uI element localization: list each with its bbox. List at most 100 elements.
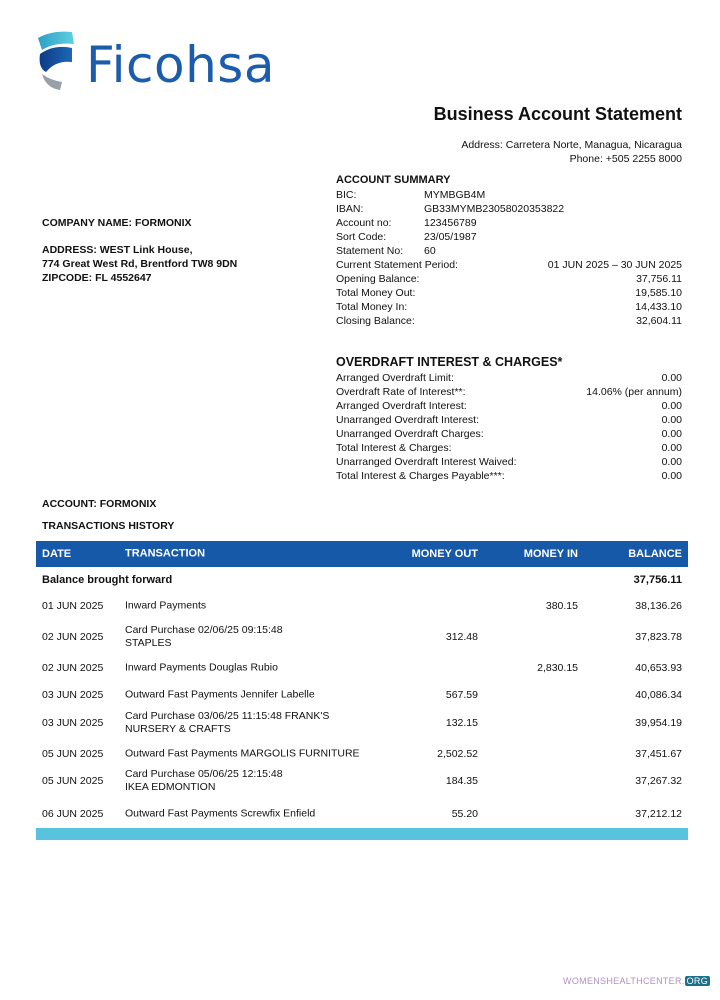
- summary-row: IBAN: GB33MYMB23058020353822: [336, 202, 682, 216]
- summary-row: Closing Balance: 32,604.11: [336, 314, 682, 328]
- summary-label: Total Money In:: [336, 301, 408, 313]
- summary-label: IBAN:: [336, 203, 364, 215]
- overdraft-row: Overdraft Rate of Interest**: 14.06% (per…: [336, 385, 682, 399]
- company-zipcode: ZIPCODE: FL 4552647: [42, 272, 152, 284]
- header-balance: BALANCE: [628, 548, 682, 560]
- summary-row: Current Statement Period: 01 JUN 2025 – 3…: [336, 258, 682, 272]
- overdraft-label: Arranged Overdraft Limit:: [336, 372, 454, 384]
- row-money-out: 55.20: [451, 808, 478, 820]
- summary-row: Account no: 123456789: [336, 216, 682, 230]
- overdraft-value: 0.00: [661, 456, 682, 468]
- row-transaction: Card Purchase 03/06/25 11:15:48 FRANK'S N…: [125, 710, 329, 736]
- row-transaction-line1: Outward Fast Payments MARGOLIS FURNITURE: [125, 747, 360, 760]
- row-date: 05 JUN 2025: [42, 748, 104, 760]
- summary-value: 23/05/1987: [424, 231, 477, 243]
- row-balance: 37,823.78: [635, 631, 682, 643]
- table-header: DATE TRANSACTION MONEY OUT MONEY IN BALA…: [36, 541, 688, 567]
- summary-value: GB33MYMB23058020353822: [424, 203, 565, 215]
- overdraft-value: 14.06% (per annum): [586, 386, 682, 398]
- summary-value: 123456789: [424, 217, 477, 229]
- table-row: 06 JUN 2025 Outward Fast Payments Screwf…: [36, 805, 688, 823]
- summary-label: Total Money Out:: [336, 287, 416, 299]
- row-date: 02 JUN 2025: [42, 662, 104, 674]
- summary-label: Current Statement Period:: [336, 259, 458, 271]
- row-transaction-line2: STAPLES: [125, 637, 172, 649]
- summary-label: Sort Code:: [336, 231, 387, 243]
- summary-label: BIC:: [336, 189, 357, 201]
- row-money-in: 380.15: [545, 600, 578, 612]
- row-money-out: 184.35: [445, 775, 478, 787]
- transactions-history-title: TRANSACTIONS HISTORY: [42, 520, 175, 532]
- row-date: 03 JUN 2025: [42, 689, 104, 701]
- watermark: WOMENSHEALTHCENTER. ORG: [563, 976, 710, 986]
- overdraft-value: 0.00: [661, 470, 682, 482]
- summary-label: Statement No:: [336, 245, 404, 257]
- summary-label: Opening Balance:: [336, 273, 420, 285]
- row-money-out: 567.59: [445, 689, 478, 701]
- summary-label: Closing Balance:: [336, 315, 415, 327]
- row-balance: 37,451.67: [635, 748, 682, 760]
- overdraft-row: Unarranged Overdraft Charges: 0.00: [336, 427, 682, 441]
- table-row: 01 JUN 2025 Inward Payments 380.15 38,13…: [36, 597, 688, 615]
- row-balance: 40,653.93: [635, 662, 682, 674]
- row-transaction: Outward Fast Payments Jennifer Labelle: [125, 689, 315, 702]
- table-row: 05 JUN 2025 Card Purchase 05/06/25 12:15…: [36, 767, 688, 795]
- summary-value: 14,433.10: [635, 301, 682, 313]
- table-row: 05 JUN 2025 Outward Fast Payments MARGOL…: [36, 745, 688, 763]
- brought-forward-label: Balance brought forward: [42, 574, 173, 586]
- row-money-out: 2,502.52: [437, 748, 478, 760]
- ficohsa-logo-icon: [38, 31, 74, 90]
- summary-value: 19,585.10: [635, 287, 682, 299]
- summary-label: Account no:: [336, 217, 392, 229]
- row-transaction-line2: NURSERY & CRAFTS: [125, 723, 231, 735]
- summary-value: 32,604.11: [636, 315, 682, 327]
- overdraft-label: Total Interest & Charges:: [336, 442, 452, 454]
- watermark-org: ORG: [684, 976, 710, 986]
- overdraft-value: 0.00: [661, 428, 682, 440]
- overdraft-label: Arranged Overdraft Interest:: [336, 400, 467, 412]
- row-transaction-line2: IKEA EDMONTION: [125, 781, 216, 793]
- row-transaction-line1: Card Purchase 03/06/25 11:15:48 FRANK'S: [125, 710, 330, 722]
- summary-value: 60: [424, 245, 436, 257]
- header-transaction: TRANSACTION: [125, 547, 206, 560]
- overdraft-label: Unarranged Overdraft Interest:: [336, 414, 479, 426]
- row-transaction: Outward Fast Payments MARGOLIS FURNITURE: [125, 748, 360, 761]
- summary-row: Statement No: 60: [336, 244, 682, 258]
- row-date: 06 JUN 2025: [42, 808, 104, 820]
- row-transaction: Card Purchase 02/06/25 09:15:48 STAPLES: [125, 624, 283, 650]
- table-footer-bar: [36, 828, 688, 840]
- row-transaction-line1: Outward Fast Payments Jennifer Labelle: [125, 688, 315, 701]
- account-label: ACCOUNT: FORMONIX: [42, 498, 157, 510]
- row-transaction: Inward Payments: [125, 600, 206, 613]
- header-money-out: MONEY OUT: [411, 548, 478, 560]
- overdraft-value: 0.00: [661, 400, 682, 412]
- row-transaction-line1: Outward Fast Payments Screwfix Enfield: [125, 807, 316, 820]
- row-balance: 37,267.32: [635, 775, 682, 787]
- brought-forward-balance: 37,756.11: [633, 574, 682, 586]
- summary-row: BIC: MYMBGB4M: [336, 188, 682, 202]
- company-name: COMPANY NAME: FORMONIX: [42, 217, 192, 229]
- header-money-in: MONEY IN: [523, 548, 578, 560]
- summary-row: Total Money In: 14,433.10: [336, 300, 682, 314]
- table-row: 02 JUN 2025 Inward Payments Douglas Rubi…: [36, 659, 688, 677]
- summary-value: 37,756.11: [636, 273, 682, 285]
- summary-row: Opening Balance: 37,756.11: [336, 272, 682, 286]
- table-row: 03 JUN 2025 Outward Fast Payments Jennif…: [36, 686, 688, 704]
- summary-row: Total Money Out: 19,585.10: [336, 286, 682, 300]
- overdraft-title: OVERDRAFT INTEREST & CHARGES*: [336, 355, 563, 369]
- row-money-out: 132.15: [445, 717, 478, 729]
- overdraft-value: 0.00: [661, 372, 682, 384]
- overdraft-row: Unarranged Overdraft Interest: 0.00: [336, 413, 682, 427]
- account-summary-title: ACCOUNT SUMMARY: [336, 174, 451, 186]
- summary-value: MYMBGB4M: [424, 189, 486, 201]
- statement-title: Business Account Statement: [433, 104, 682, 124]
- row-transaction-line1: Card Purchase 02/06/25 09:15:48: [125, 624, 283, 636]
- row-transaction-line1: Inward Payments Douglas Rubio: [125, 661, 278, 674]
- overdraft-row: Arranged Overdraft Interest: 0.00: [336, 399, 682, 413]
- row-money-in: 2,830.15: [537, 662, 578, 674]
- overdraft-value: 0.00: [661, 442, 682, 454]
- row-transaction: Inward Payments Douglas Rubio: [125, 662, 278, 675]
- row-transaction: Card Purchase 05/06/25 12:15:48 IKEA EDMO…: [125, 768, 283, 794]
- overdraft-label: Unarranged Overdraft Charges:: [336, 428, 484, 440]
- overdraft-row: Total Interest & Charges: 0.00: [336, 441, 682, 455]
